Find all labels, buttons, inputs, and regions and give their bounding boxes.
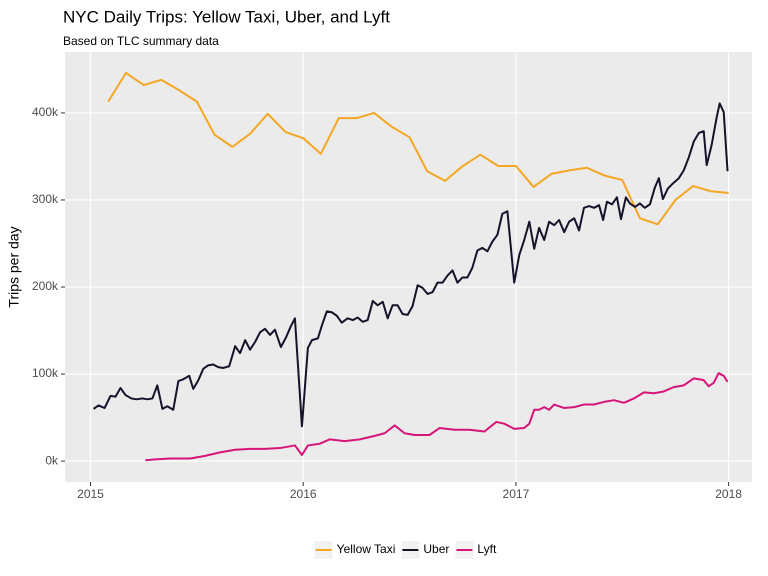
y-tick-label: 100k — [32, 366, 59, 380]
plot-panel — [65, 52, 752, 482]
x-tick-label: 2015 — [77, 487, 104, 501]
legend-label: Uber — [423, 542, 449, 556]
x-tick-label: 2018 — [715, 487, 742, 501]
y-tick-label: 0k — [45, 453, 59, 467]
x-tick-label: 2016 — [290, 487, 317, 501]
y-axis-label: Trips per day — [6, 226, 22, 307]
chart-subtitle: Based on TLC summary data — [63, 34, 219, 48]
chart-title: NYC Daily Trips: Yellow Taxi, Uber, and … — [63, 7, 390, 26]
legend-label: Lyft — [477, 542, 497, 556]
y-tick-label: 300k — [32, 192, 59, 206]
y-tick-label: 200k — [32, 279, 59, 293]
x-tick-label: 2017 — [503, 487, 530, 501]
legend-label: Yellow Taxi — [337, 542, 396, 556]
series-line — [145, 372, 729, 462]
series-line — [107, 71, 729, 226]
y-tick-label: 400k — [32, 105, 59, 119]
series-line — [92, 102, 729, 428]
